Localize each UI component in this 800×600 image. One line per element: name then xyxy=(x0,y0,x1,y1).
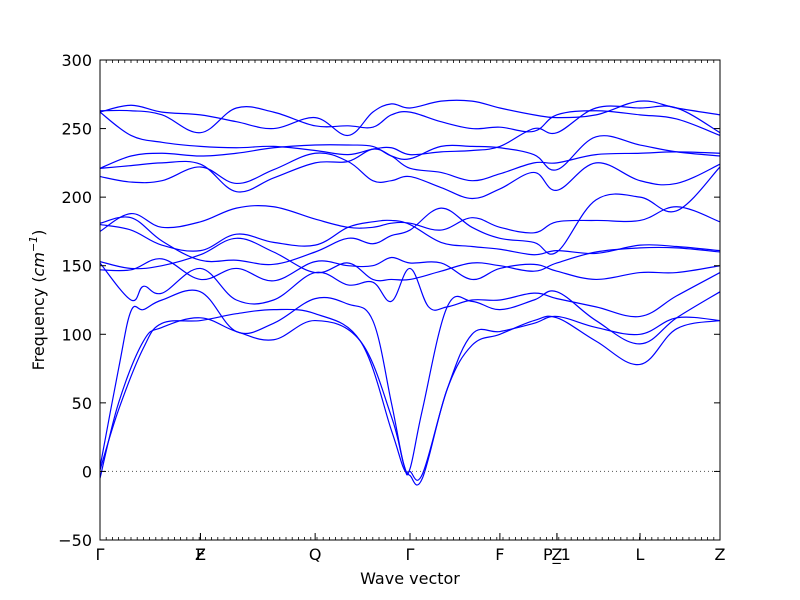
band-series-group xyxy=(100,99,720,486)
band-line-6 xyxy=(100,237,720,282)
band-line-12 xyxy=(100,135,720,171)
y-axis-ticks: −50 0 50 100 150 200 250 300 xyxy=(58,51,720,550)
y-axis-label-prefix: Frequency ( xyxy=(29,276,48,370)
y-tick-label: 200 xyxy=(61,188,92,207)
x-tick-label-7: P_1 xyxy=(543,545,571,565)
x-tick-label-5: Γ xyxy=(406,545,415,564)
band-line-5 xyxy=(100,256,720,282)
x-tick-label-6: F xyxy=(495,545,504,564)
band-line-2 xyxy=(100,315,720,486)
band-line-7 xyxy=(100,204,720,234)
band-line-8 xyxy=(100,219,720,256)
x-tick-label-3: F xyxy=(196,545,205,564)
x-tick-label-1: Γ xyxy=(96,545,105,564)
y-tick-label: 50 xyxy=(72,394,92,413)
y-axis-label: Frequency (cm−1) xyxy=(27,230,48,371)
x-axis-label: Wave vector xyxy=(360,569,460,588)
y-tick-label: 0 xyxy=(82,462,92,481)
x-axis-ticks: Γ ZF Q Γ F P_1Z L Z xyxy=(96,60,726,565)
y-tick-label: 150 xyxy=(61,257,92,276)
x-tick-label-8: Z xyxy=(551,545,562,564)
band-line-11 xyxy=(100,148,720,193)
y-axis-label-suffix: ) xyxy=(29,230,48,236)
y-tick-label: 100 xyxy=(61,325,92,344)
y-axis-label-unit: cm xyxy=(29,252,48,276)
band-line-15 xyxy=(100,99,720,137)
band-line-3 xyxy=(100,289,720,476)
band-line-14 xyxy=(100,106,720,136)
x-tick-label-4: Q xyxy=(309,545,322,564)
band-line-1 xyxy=(100,308,720,481)
x-tick-label-10: Z xyxy=(715,545,726,564)
band-line-13 xyxy=(100,105,720,156)
y-tick-label: 250 xyxy=(61,120,92,139)
band-line-10 xyxy=(100,152,720,200)
x-tick-label-9: L xyxy=(636,545,645,564)
y-axis-label-unit-exponent: −1 xyxy=(27,236,40,252)
band-line-4 xyxy=(100,262,720,318)
band-line-9 xyxy=(100,166,720,266)
y-tick-label: 300 xyxy=(61,51,92,70)
x-tick-label-2: Z xyxy=(195,545,206,564)
y-tick-label: −50 xyxy=(58,531,92,550)
